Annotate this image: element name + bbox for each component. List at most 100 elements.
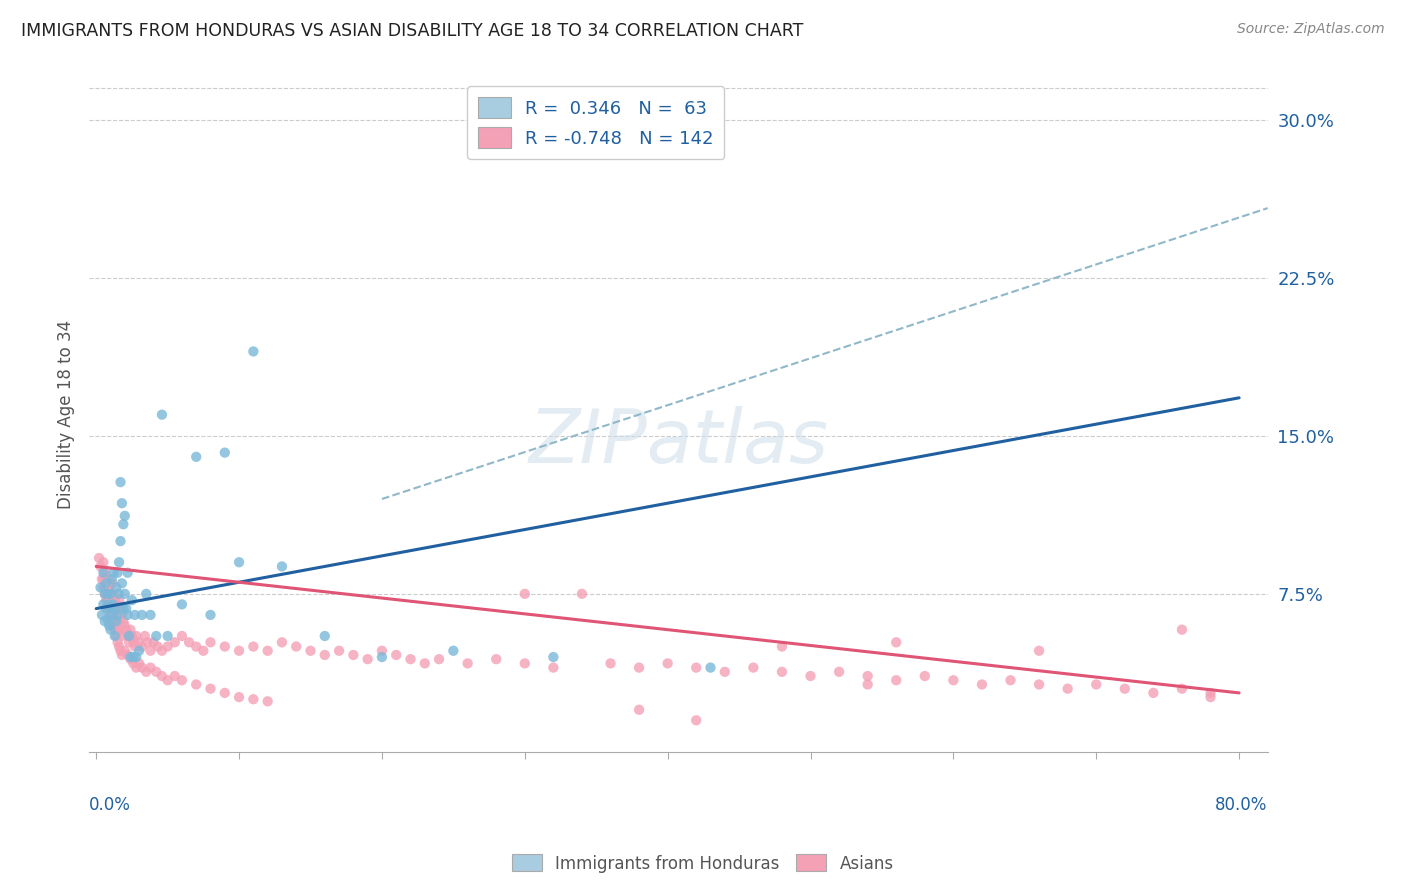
- Point: [1114, 681, 1136, 696]
- Legend: Immigrants from Honduras, Asians: Immigrants from Honduras, Asians: [505, 847, 901, 880]
- Point: [271, 559, 294, 574]
- Point: [200, 681, 222, 696]
- Point: [228, 555, 250, 569]
- Point: [139, 660, 162, 674]
- Point: [1199, 686, 1222, 700]
- Point: [112, 614, 135, 628]
- Point: [128, 657, 150, 671]
- Point: [104, 629, 127, 643]
- Point: [170, 673, 193, 688]
- Point: [799, 669, 821, 683]
- Point: [108, 614, 131, 628]
- Point: [139, 607, 162, 622]
- Text: 80.0%: 80.0%: [1215, 796, 1268, 814]
- Point: [117, 607, 139, 622]
- Point: [657, 657, 679, 671]
- Point: [104, 593, 127, 607]
- Point: [105, 618, 128, 632]
- Point: [105, 614, 128, 628]
- Point: [441, 644, 464, 658]
- Point: [170, 598, 193, 612]
- Point: [103, 607, 125, 622]
- Point: [120, 623, 142, 637]
- Point: [105, 629, 128, 643]
- Point: [513, 587, 536, 601]
- Point: [271, 635, 294, 649]
- Point: [108, 587, 131, 601]
- Text: Source: ZipAtlas.com: Source: ZipAtlas.com: [1237, 22, 1385, 37]
- Point: [100, 607, 122, 622]
- Point: [942, 673, 965, 688]
- Point: [599, 657, 621, 671]
- Point: [1085, 677, 1108, 691]
- Point: [427, 652, 450, 666]
- Point: [970, 677, 993, 691]
- Point: [100, 587, 122, 601]
- Point: [110, 623, 132, 637]
- Point: [457, 657, 479, 671]
- Point: [121, 629, 143, 643]
- Point: [170, 629, 193, 643]
- Point: [100, 607, 122, 622]
- Point: [299, 644, 322, 658]
- Point: [314, 648, 336, 662]
- Point: [105, 581, 128, 595]
- Point: [314, 629, 336, 643]
- Point: [150, 408, 173, 422]
- Point: [685, 714, 707, 728]
- Point: [828, 665, 851, 679]
- Point: [110, 601, 132, 615]
- Point: [110, 475, 132, 489]
- Point: [242, 640, 264, 654]
- Point: [136, 635, 159, 649]
- Point: [485, 652, 508, 666]
- Point: [214, 686, 236, 700]
- Point: [128, 635, 150, 649]
- Point: [96, 576, 118, 591]
- Point: [104, 614, 127, 628]
- Point: [111, 496, 134, 510]
- Point: [108, 593, 131, 607]
- Point: [111, 607, 134, 622]
- Point: [1056, 681, 1078, 696]
- Point: [111, 629, 134, 643]
- Point: [117, 566, 139, 580]
- Point: [107, 601, 129, 615]
- Point: [628, 660, 651, 674]
- Point: [186, 677, 208, 691]
- Point: [131, 640, 153, 654]
- Point: [328, 644, 350, 658]
- Point: [142, 635, 165, 649]
- Point: [856, 677, 879, 691]
- Point: [89, 581, 111, 595]
- Point: [100, 601, 122, 615]
- Point: [111, 576, 134, 591]
- Point: [120, 650, 142, 665]
- Point: [285, 640, 308, 654]
- Point: [770, 640, 793, 654]
- Point: [117, 648, 139, 662]
- Point: [121, 593, 143, 607]
- Point: [98, 598, 121, 612]
- Point: [122, 650, 145, 665]
- Point: [104, 623, 127, 637]
- Point: [163, 669, 186, 683]
- Point: [97, 612, 120, 626]
- Point: [131, 660, 153, 674]
- Point: [884, 635, 907, 649]
- Point: [104, 601, 127, 615]
- Point: [371, 650, 394, 665]
- Point: [93, 581, 115, 595]
- Point: [134, 629, 156, 643]
- Point: [242, 344, 264, 359]
- Point: [156, 629, 179, 643]
- Point: [93, 598, 115, 612]
- Point: [146, 640, 169, 654]
- Point: [96, 593, 118, 607]
- Point: [186, 450, 208, 464]
- Point: [118, 635, 141, 649]
- Point: [770, 665, 793, 679]
- Point: [156, 640, 179, 654]
- Point: [131, 607, 153, 622]
- Point: [193, 644, 215, 658]
